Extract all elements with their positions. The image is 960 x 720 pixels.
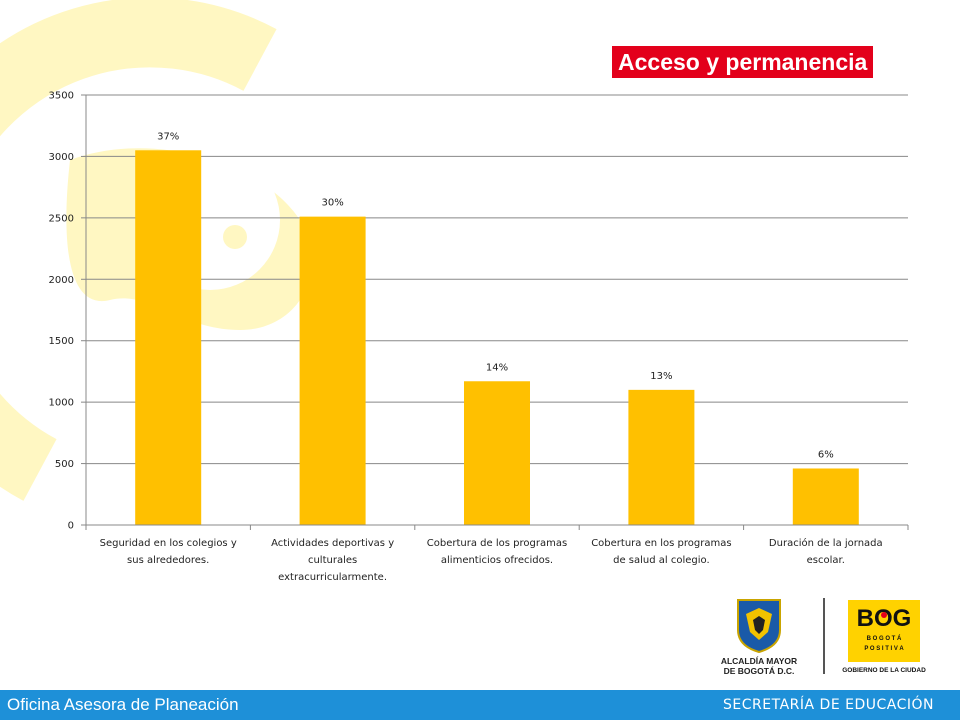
data-labels: 37% 30% 14% 13% 6% [157, 131, 834, 460]
bar [792, 468, 859, 525]
footer-bar: Oficina Asesora de Planeación SECRETARÍA… [0, 690, 960, 720]
y-tick-label: 2500 [49, 213, 74, 224]
footer-office-label: Oficina Asesora de Planeación [7, 695, 239, 714]
category-label: Duración de la jornada escolar. [768, 538, 883, 566]
y-tick-label: 1000 [49, 398, 74, 409]
bars [135, 150, 859, 526]
y-tick-label: 0 [68, 521, 74, 532]
category-label: Seguridad en los colegios y sus alrededo… [99, 538, 237, 566]
data-label: 37% [157, 131, 179, 142]
alcaldia-line1: ALCALDÍA MAYOR [721, 656, 797, 666]
y-tick-label: 500 [55, 459, 74, 470]
bar-chart: 0 500 1000 1500 2000 2500 3000 3500 37% 30% 14% 13… [49, 91, 909, 532]
y-tick-label: 3500 [49, 91, 74, 102]
bar [299, 216, 366, 525]
data-label: 13% [650, 371, 672, 382]
y-tick-label: 2000 [49, 275, 74, 286]
bar [628, 389, 695, 525]
bog-accent-icon [881, 612, 887, 618]
axes [81, 94, 909, 530]
y-tick-label: 1500 [49, 336, 74, 347]
bar [464, 381, 530, 525]
y-tick-label: 3000 [49, 152, 74, 163]
data-label: 14% [486, 362, 508, 373]
grid-lines [86, 94, 908, 465]
data-label: 6% [818, 449, 834, 460]
bar [135, 150, 202, 526]
bog-sub2: P O S I T I V A [864, 646, 904, 652]
category-label: Actividades deportivas y culturales extr… [271, 538, 395, 583]
alcaldia-logo: ALCALDÍA MAYOR DE BOGOTÁ D.C. [721, 599, 797, 676]
alcaldia-line2: DE BOGOTÁ D.C. [724, 666, 795, 676]
bog-sub1: B O G O T Á [867, 635, 902, 642]
gobierno-label: GOBIERNO DE LA CIUDAD [842, 667, 926, 674]
logos: ALCALDÍA MAYOR DE BOGOTÁ D.C. BOG B O G … [721, 598, 926, 676]
category-label: Cobertura de los programas alimenticios … [426, 538, 568, 566]
bog-word: BOG [857, 605, 912, 632]
category-label: Cobertura en los programas de salud al c… [591, 538, 732, 566]
page-title: Acceso y permanencia [612, 46, 874, 78]
data-label: 30% [321, 198, 343, 209]
y-axis-ticks: 0 500 1000 1500 2000 2500 3000 3500 [49, 91, 74, 532]
bogota-positiva-logo: BOG B O G O T Á P O S I T I V A GOBIERNO… [842, 600, 926, 674]
footer-secretaria-label: SECRETARÍA DE EDUCACIÓN [723, 697, 934, 713]
